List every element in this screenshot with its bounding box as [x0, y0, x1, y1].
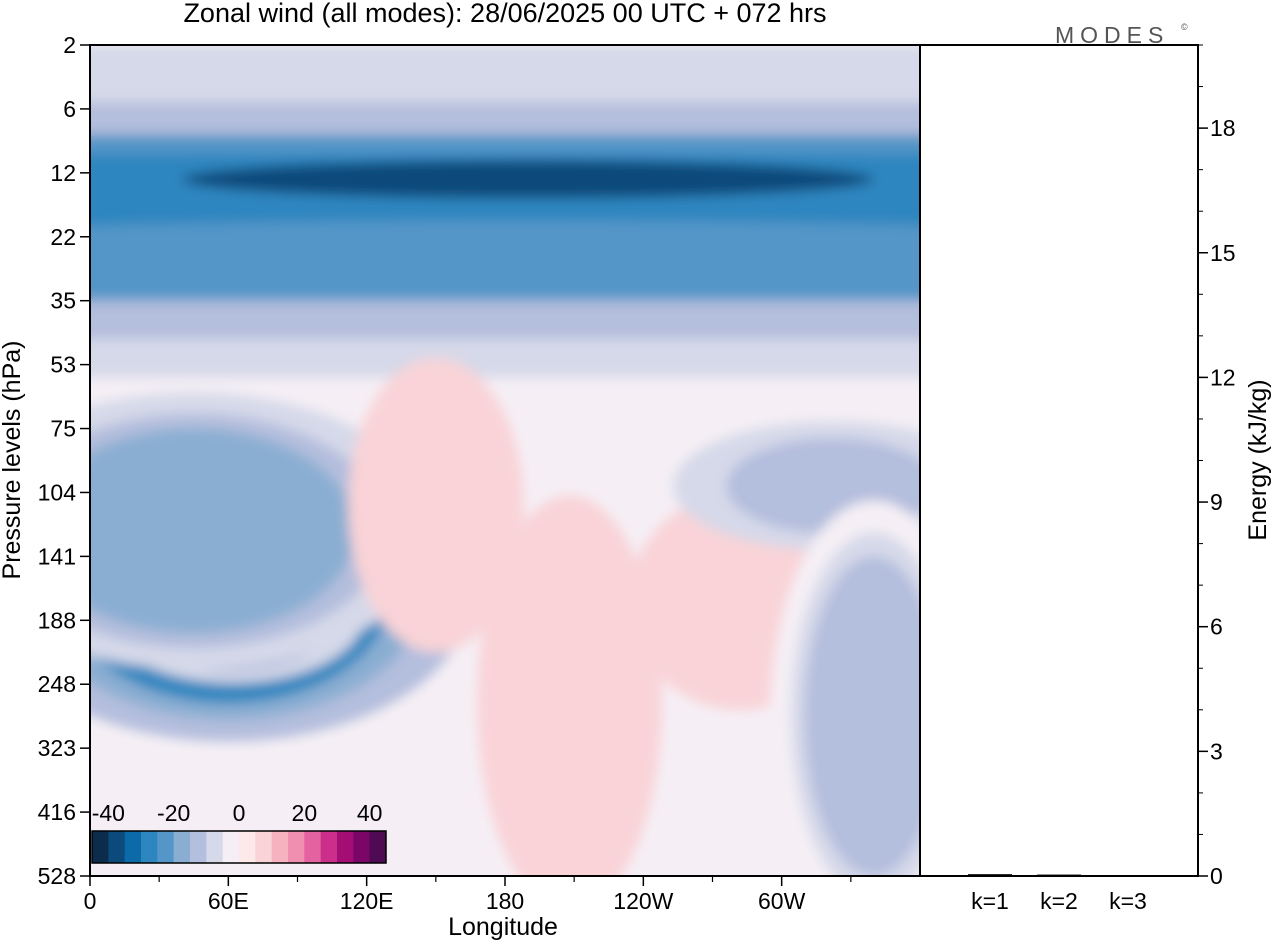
colorbar-swatch — [320, 831, 338, 863]
y-tick-label: 75 — [50, 416, 76, 442]
brand-logo: MODES — [1055, 22, 1169, 48]
field-core — [90, 220, 920, 279]
field-band — [90, 300, 920, 340]
colorbar-tick-label: 0 — [233, 800, 246, 826]
field-band — [90, 102, 920, 135]
y-tick-label: 188 — [38, 607, 76, 633]
y-tick-label: 12 — [50, 160, 76, 186]
colorbar-swatch — [108, 831, 126, 863]
energy-tick-label: 18 — [1210, 115, 1236, 141]
energy-tick-label: 15 — [1210, 240, 1236, 266]
y-tick-label: 141 — [38, 543, 76, 569]
field-band — [90, 45, 920, 103]
x-tick-label: 120E — [340, 888, 394, 914]
colorbar-tick-label: 40 — [357, 800, 383, 826]
energy-category-label: k=2 — [1040, 888, 1078, 914]
y-tick-label: 22 — [50, 224, 76, 250]
colorbar-swatch — [288, 831, 305, 863]
y-tick-label: 53 — [50, 352, 76, 378]
energy-tick-label: 6 — [1210, 614, 1223, 640]
colorbar-swatch — [353, 831, 371, 863]
colorbar-swatch — [271, 831, 289, 863]
y-axis-label: Pressure levels (hPa) — [0, 341, 26, 580]
colorbar-swatch — [173, 831, 191, 863]
energy-category-label: k=1 — [971, 888, 1009, 914]
x-tick-label: 0 — [84, 888, 97, 914]
longitude-axis: 0 60E 120E 180 120W 60W — [84, 876, 852, 914]
heatmap-panel: -40 -20 0 20 40 0 60E 120E 180 120W 60W 2 6 12 22 35 5… — [0, 32, 921, 941]
y-tick-label: 528 — [38, 863, 76, 889]
colorbar-tick-label: -20 — [157, 800, 190, 826]
field-core — [182, 160, 874, 199]
colorbar-swatch — [369, 831, 387, 863]
colorbar-swatch — [141, 831, 158, 863]
energy-axis: 0 3 6 9 12 15 18 — [1198, 44, 1236, 889]
energy-tick-label: 12 — [1210, 364, 1236, 390]
colorbar-swatch — [124, 831, 142, 863]
colorbar-frame — [91, 830, 387, 864]
colorbar-swatch — [304, 831, 322, 863]
x-tick-label: 60W — [758, 888, 806, 914]
colorbar-swatch — [157, 831, 175, 863]
pressure-axis: 2 6 12 22 35 53 75 104 141 188 248 323 416 528 — [38, 32, 90, 889]
colorbar-swatch — [92, 831, 109, 863]
y-tick-label: 104 — [38, 479, 77, 505]
energy-tick-label: 3 — [1210, 738, 1223, 764]
colorbar-tick-label: -40 — [92, 800, 125, 826]
y-tick-label: 416 — [38, 799, 76, 825]
x-tick-label: 120W — [613, 888, 673, 914]
heatmap-field — [90, 45, 920, 876]
colorbar-swatch — [337, 831, 354, 863]
field-core — [348, 358, 524, 653]
field-core — [90, 428, 356, 634]
field-layers — [90, 45, 920, 876]
energy-bar — [968, 874, 1012, 876]
y-tick-label: 2 — [63, 32, 76, 58]
x-tick-label: 60E — [208, 888, 249, 914]
chart-title: Zonal wind (all modes): 28/06/2025 00 UT… — [183, 0, 826, 28]
colorbar-swatch — [222, 831, 240, 863]
energy-panel: k=1 k=2 k=3 0 3 6 9 12 15 18 Energy (kJ/kg) — [919, 44, 1272, 914]
y-tick-label: 323 — [38, 735, 76, 761]
energy-tick-label: 9 — [1210, 489, 1223, 515]
y-tick-label: 248 — [38, 671, 76, 697]
colorbar: -40 -20 0 20 40 — [91, 800, 387, 864]
y-tick-label: 35 — [50, 288, 76, 314]
energy-bar — [1106, 875, 1150, 877]
energy-bar — [1037, 874, 1081, 877]
colorbar-tick-label: 20 — [292, 800, 318, 826]
energy-frame — [919, 44, 1199, 877]
colorbar-swatch — [206, 831, 224, 863]
energy-category-label: k=3 — [1109, 888, 1147, 914]
y-tick-label: 6 — [63, 96, 76, 122]
x-axis-label: Longitude — [448, 913, 558, 941]
brand-mark: © — [1181, 22, 1188, 32]
colorbar-swatch — [255, 831, 273, 863]
colorbar-swatch — [190, 831, 207, 863]
field-core — [477, 495, 662, 876]
energy-tick-label: 0 — [1210, 863, 1223, 889]
field-band — [90, 339, 920, 378]
energy-bars: k=1 k=2 k=3 — [968, 874, 1150, 914]
field-core — [804, 556, 920, 876]
x-tick-label: 180 — [486, 888, 524, 914]
colorbar-swatch — [239, 831, 256, 863]
energy-axis-label: Energy (kJ/kg) — [1244, 379, 1272, 540]
